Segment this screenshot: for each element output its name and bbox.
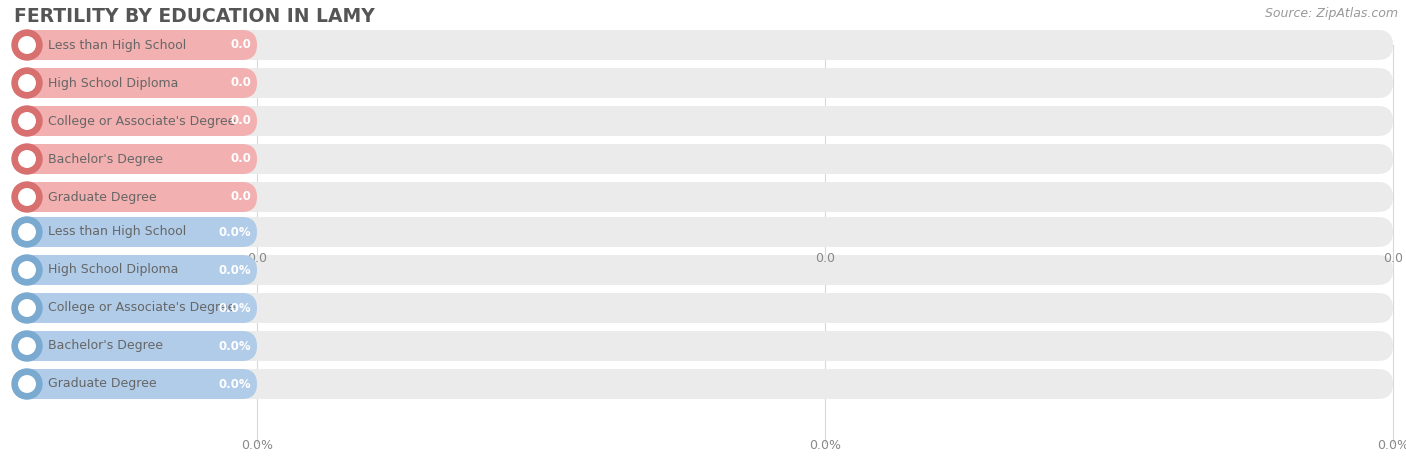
Text: 0.0%: 0.0% bbox=[218, 264, 252, 276]
Text: 0.0: 0.0 bbox=[231, 38, 252, 51]
Text: 0.0: 0.0 bbox=[231, 152, 252, 165]
Circle shape bbox=[13, 369, 42, 399]
FancyBboxPatch shape bbox=[13, 68, 257, 98]
Text: 0.0%: 0.0% bbox=[218, 378, 252, 390]
Circle shape bbox=[13, 30, 42, 60]
Text: Source: ZipAtlas.com: Source: ZipAtlas.com bbox=[1265, 7, 1398, 20]
Text: Bachelor's Degree: Bachelor's Degree bbox=[48, 340, 163, 352]
Circle shape bbox=[13, 144, 42, 174]
Text: 0.0: 0.0 bbox=[1384, 252, 1403, 265]
Circle shape bbox=[13, 106, 42, 136]
FancyBboxPatch shape bbox=[13, 331, 1393, 361]
Circle shape bbox=[18, 151, 35, 167]
Text: 0.0%: 0.0% bbox=[218, 226, 252, 238]
Text: 0.0: 0.0 bbox=[247, 252, 267, 265]
FancyBboxPatch shape bbox=[13, 217, 1393, 247]
Circle shape bbox=[18, 189, 35, 205]
Circle shape bbox=[13, 293, 42, 323]
Circle shape bbox=[18, 37, 35, 53]
Text: 0.0%: 0.0% bbox=[218, 302, 252, 314]
Circle shape bbox=[13, 68, 42, 98]
FancyBboxPatch shape bbox=[13, 255, 1393, 285]
Text: High School Diploma: High School Diploma bbox=[48, 264, 179, 276]
Circle shape bbox=[18, 338, 35, 354]
FancyBboxPatch shape bbox=[13, 293, 1393, 323]
Circle shape bbox=[18, 262, 35, 278]
Text: 0.0%: 0.0% bbox=[1376, 439, 1406, 452]
FancyBboxPatch shape bbox=[13, 144, 257, 174]
Text: 0.0%: 0.0% bbox=[218, 340, 252, 352]
FancyBboxPatch shape bbox=[13, 106, 1393, 136]
Circle shape bbox=[13, 182, 42, 212]
Circle shape bbox=[18, 300, 35, 316]
Circle shape bbox=[18, 376, 35, 392]
FancyBboxPatch shape bbox=[13, 182, 257, 212]
Circle shape bbox=[13, 217, 42, 247]
FancyBboxPatch shape bbox=[13, 68, 1393, 98]
Text: 0.0%: 0.0% bbox=[240, 439, 273, 452]
FancyBboxPatch shape bbox=[13, 369, 1393, 399]
Text: 0.0: 0.0 bbox=[231, 114, 252, 127]
Text: Graduate Degree: Graduate Degree bbox=[48, 190, 156, 203]
FancyBboxPatch shape bbox=[13, 30, 1393, 60]
Text: FERTILITY BY EDUCATION IN LAMY: FERTILITY BY EDUCATION IN LAMY bbox=[14, 7, 375, 26]
Text: 0.0: 0.0 bbox=[815, 252, 835, 265]
FancyBboxPatch shape bbox=[13, 369, 257, 399]
Text: Graduate Degree: Graduate Degree bbox=[48, 378, 156, 390]
FancyBboxPatch shape bbox=[13, 293, 257, 323]
Circle shape bbox=[13, 331, 42, 361]
Circle shape bbox=[18, 75, 35, 91]
Text: 0.0: 0.0 bbox=[231, 190, 252, 203]
Text: 0.0: 0.0 bbox=[231, 76, 252, 89]
FancyBboxPatch shape bbox=[13, 331, 257, 361]
FancyBboxPatch shape bbox=[13, 144, 1393, 174]
FancyBboxPatch shape bbox=[13, 217, 257, 247]
Text: High School Diploma: High School Diploma bbox=[48, 76, 179, 89]
Text: Less than High School: Less than High School bbox=[48, 38, 186, 51]
Text: 0.0%: 0.0% bbox=[808, 439, 841, 452]
Text: College or Associate's Degree: College or Associate's Degree bbox=[48, 114, 235, 127]
FancyBboxPatch shape bbox=[13, 255, 257, 285]
FancyBboxPatch shape bbox=[13, 30, 257, 60]
Circle shape bbox=[18, 113, 35, 129]
Circle shape bbox=[18, 224, 35, 240]
Text: College or Associate's Degree: College or Associate's Degree bbox=[48, 302, 235, 314]
FancyBboxPatch shape bbox=[13, 106, 257, 136]
FancyBboxPatch shape bbox=[13, 182, 1393, 212]
Circle shape bbox=[13, 255, 42, 285]
Text: Less than High School: Less than High School bbox=[48, 226, 186, 238]
Text: Bachelor's Degree: Bachelor's Degree bbox=[48, 152, 163, 165]
